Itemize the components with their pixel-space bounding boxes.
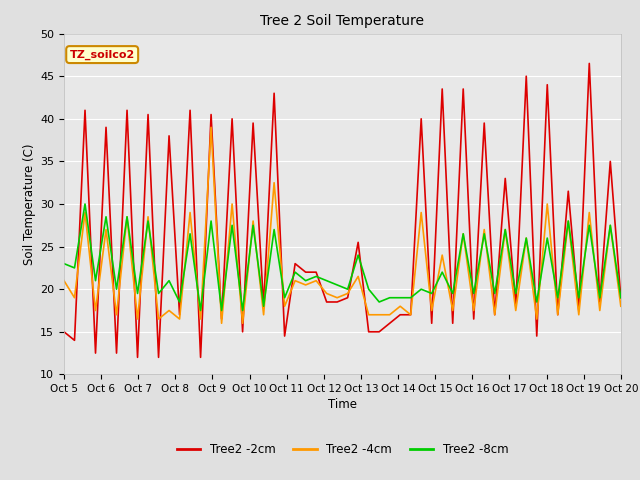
Tree2 -4cm — [617, 303, 625, 309]
Tree2 -8cm — [617, 295, 625, 300]
Tree2 -4cm — [460, 231, 467, 237]
Tree2 -2cm — [165, 133, 173, 139]
Tree2 -4cm — [407, 312, 415, 318]
Tree2 -4cm — [155, 316, 163, 322]
Tree2 -2cm — [617, 295, 625, 300]
Tree2 -8cm — [291, 269, 299, 275]
Title: Tree 2 Soil Temperature: Tree 2 Soil Temperature — [260, 14, 424, 28]
Tree2 -4cm — [417, 210, 425, 216]
Line: Tree2 -8cm: Tree2 -8cm — [64, 204, 621, 311]
Line: Tree2 -2cm: Tree2 -2cm — [64, 63, 621, 357]
Tree2 -2cm — [375, 329, 383, 335]
Tree2 -8cm — [460, 231, 467, 237]
Tree2 -2cm — [281, 333, 289, 339]
Tree2 -8cm — [386, 295, 394, 300]
Tree2 -4cm — [291, 278, 299, 284]
Tree2 -4cm — [386, 312, 394, 318]
Tree2 -8cm — [407, 295, 415, 300]
Tree2 -2cm — [407, 312, 415, 318]
Tree2 -8cm — [60, 261, 68, 266]
X-axis label: Time: Time — [328, 398, 357, 411]
Tree2 -4cm — [60, 278, 68, 284]
Tree2 -8cm — [81, 201, 89, 207]
Tree2 -2cm — [449, 321, 456, 326]
Tree2 -8cm — [417, 286, 425, 292]
Tree2 -4cm — [207, 124, 215, 130]
Tree2 -2cm — [134, 354, 141, 360]
Tree2 -2cm — [396, 312, 404, 318]
Tree2 -4cm — [218, 321, 225, 326]
Tree2 -8cm — [165, 278, 173, 284]
Tree2 -2cm — [60, 329, 68, 335]
Line: Tree2 -4cm: Tree2 -4cm — [64, 127, 621, 324]
Tree2 -8cm — [196, 308, 204, 313]
Tree2 -2cm — [586, 60, 593, 66]
Text: TZ_soilco2: TZ_soilco2 — [70, 49, 135, 60]
Legend: Tree2 -2cm, Tree2 -4cm, Tree2 -8cm: Tree2 -2cm, Tree2 -4cm, Tree2 -8cm — [172, 438, 513, 461]
Y-axis label: Soil Temperature (C): Soil Temperature (C) — [23, 143, 36, 265]
